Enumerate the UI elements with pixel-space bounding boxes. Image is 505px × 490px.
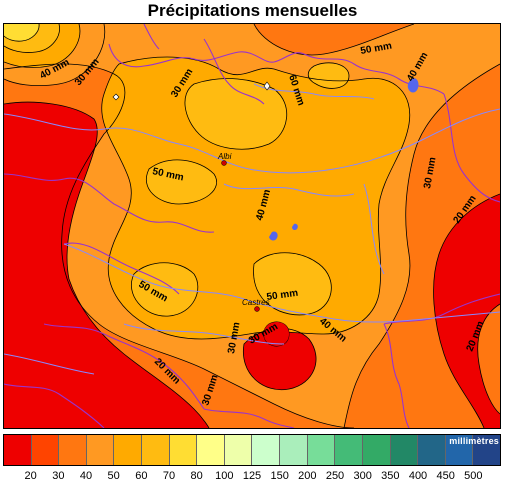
department-boundaries <box>4 24 500 428</box>
lake-ne <box>407 78 419 93</box>
lake-center <box>269 231 278 241</box>
zone-20-30-southeast <box>477 304 500 414</box>
legend-swatch <box>114 435 143 465</box>
legend-tick-label: 30 <box>52 470 65 482</box>
zone-60-70-albi <box>146 159 217 204</box>
zone-60-70-ne <box>308 62 349 89</box>
legend-tick-label: 200 <box>298 470 317 482</box>
legend-tick-label: 100 <box>215 470 234 482</box>
legend-swatch <box>307 435 336 465</box>
legend-tick-label: 20 <box>24 470 37 482</box>
legend-swatch <box>335 435 363 465</box>
lake-center-2 <box>292 223 298 231</box>
legend-tick-label: 40 <box>79 470 93 482</box>
legend-tick-label: 70 <box>162 470 176 482</box>
legend-swatch <box>252 435 281 465</box>
legend-swatch <box>169 435 198 465</box>
zone-under-20-castres <box>263 322 289 346</box>
city-marker-castres <box>254 306 260 312</box>
rivers <box>4 83 500 375</box>
contour-label: 30 mm <box>422 156 438 189</box>
legend-swatch <box>390 435 419 465</box>
legend-tick-label: 125 <box>242 470 262 482</box>
zone-20-30-south <box>243 328 317 390</box>
legend-swatch <box>197 435 225 465</box>
zone-30-40-north <box>254 24 414 55</box>
city-marker-albi <box>221 160 227 166</box>
color-scale-legend <box>3 434 501 466</box>
city-label-albi: Albi <box>217 152 232 161</box>
legend-swatch <box>418 435 446 465</box>
legend-swatch <box>4 435 32 465</box>
contour-label: 50 mm <box>360 41 393 57</box>
legend-swatch <box>86 435 115 465</box>
legend-tick-label: 450 <box>436 470 455 482</box>
zone-60-70-south <box>253 252 332 315</box>
legend-swatch <box>31 435 60 465</box>
legend-tick-label: 300 <box>353 470 372 482</box>
zone-20-30-west <box>4 102 209 428</box>
contour-label: 30 mm <box>226 321 242 354</box>
legend-tick-label: 50 <box>107 470 120 482</box>
legend-swatch <box>280 435 308 465</box>
contour-label: 50 mm <box>266 288 299 303</box>
legend-swatch <box>224 435 253 465</box>
zone-60-70-north <box>184 78 287 150</box>
zone-125-nw <box>4 24 40 42</box>
city-label-castres: Castres <box>242 298 270 307</box>
legend-tick-label: 400 <box>408 470 428 482</box>
legend-swatch <box>59 435 87 465</box>
north-marker <box>263 81 271 91</box>
legend-swatch <box>142 435 170 465</box>
map-title: Précipitations mensuelles <box>147 1 358 20</box>
legend-tick-label: 250 <box>325 470 345 482</box>
legend-tick-label: 500 <box>464 470 483 482</box>
legend-unit-label: millimètres <box>449 436 499 446</box>
nw-marker <box>112 93 120 101</box>
precipitation-map: Albi Castres 40 mm 30 mm 30 mm 50 mm 60 … <box>3 23 501 429</box>
legend-swatch <box>445 435 474 465</box>
legend-swatch <box>473 435 500 465</box>
legend-tick-label: 150 <box>270 470 289 482</box>
legend-tick-label: 80 <box>190 470 203 482</box>
legend-swatch <box>362 435 391 465</box>
legend-tick-label: 60 <box>135 470 148 482</box>
legend-tick-label: 350 <box>381 470 400 482</box>
zone-60-70-southwest <box>131 262 198 317</box>
